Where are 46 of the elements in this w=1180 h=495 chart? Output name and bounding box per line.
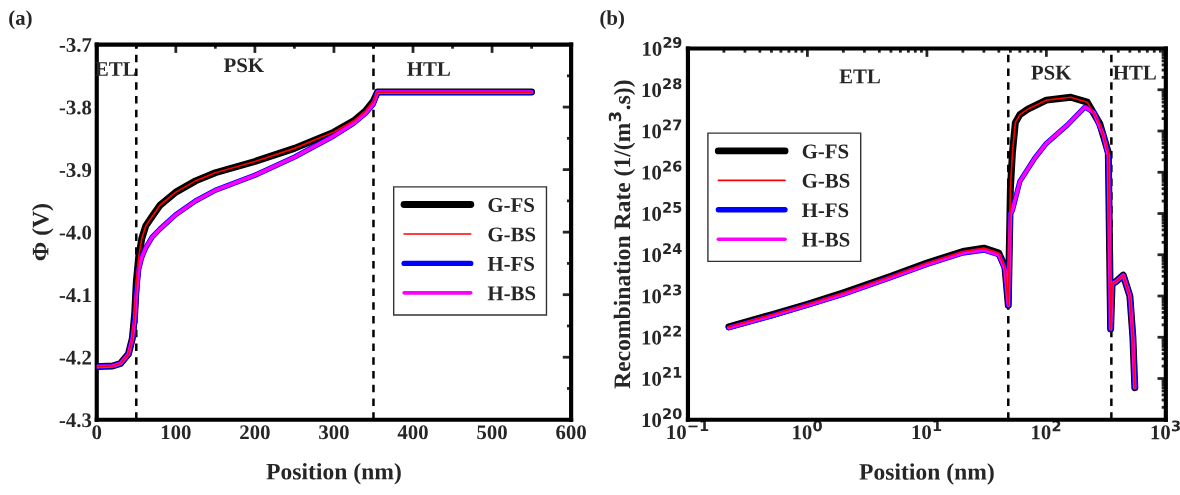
x-tick-label: 10$^{3}$ [1151,420,1180,440]
y-tick-label: -3.8 [59,100,92,115]
y-tick-label: 10$^{21}$ [642,366,682,386]
legend-label: H-FS [487,256,534,271]
chart-title: (a) [9,10,32,30]
x-axis-title: Position (nm) [266,462,401,485]
legend-label: H-FS [802,203,849,218]
x-tick-label: 400 [397,425,428,440]
y-tick-label: 10$^{26}$ [642,160,682,180]
y-tick-label: 10$^{28}$ [642,78,682,98]
legend-label: G-BS [488,227,536,242]
x-tick-label: 100 [161,425,191,440]
y-tick-label: -4.2 [59,350,91,365]
y-tick-label: -4.3 [59,413,92,428]
legend-label: G-FS [802,144,849,159]
x-tick-label: 10$^{0}$ [793,420,822,440]
y-axis-title: Recombination Rate (1/(m$^{3}$.s)) [608,80,636,389]
annotation: ETL [839,69,880,84]
y-tick-label: 10$^{27}$ [642,119,682,139]
y-tick-label: 10$^{24}$ [642,243,682,263]
x-tick-label: 600 [556,425,586,440]
y-tick-label: 10$^{23}$ [642,284,682,304]
y-tick-label: 10$^{29}$ [643,36,682,56]
y-axis-title: Φ (V) [31,204,54,261]
chart-title: (b) [600,10,624,30]
y-tick-label: 10$^{22}$ [642,325,682,345]
x-axis-title: Position (nm) [859,463,994,485]
x-tick-label: 200 [240,425,270,440]
legend-label: H-BS [487,286,536,301]
x-tick-label: 10$^{2}$ [1032,420,1061,440]
legend-label: H-BS [802,232,850,247]
legend-label: G-FS [488,198,534,213]
y-tick-label: 10$^{25}$ [642,201,682,221]
y-tick-label: -4.1 [59,288,91,303]
annotation: HTL [407,62,450,76]
y-tick-label: -4.0 [59,225,92,240]
annotation: HTL [1113,65,1156,80]
legend-label: G-BS [802,173,850,188]
annotation: PSK [1031,65,1072,80]
x-tick-label: 10$^{1}$ [912,420,942,440]
y-tick-label: -3.7 [59,37,92,53]
annotation: PSK [223,58,264,73]
y-tick-label: -3.9 [59,163,92,178]
x-tick-label: 0 [92,425,102,440]
x-tick-label: 300 [319,425,349,440]
x-tick-label: 500 [477,425,507,440]
